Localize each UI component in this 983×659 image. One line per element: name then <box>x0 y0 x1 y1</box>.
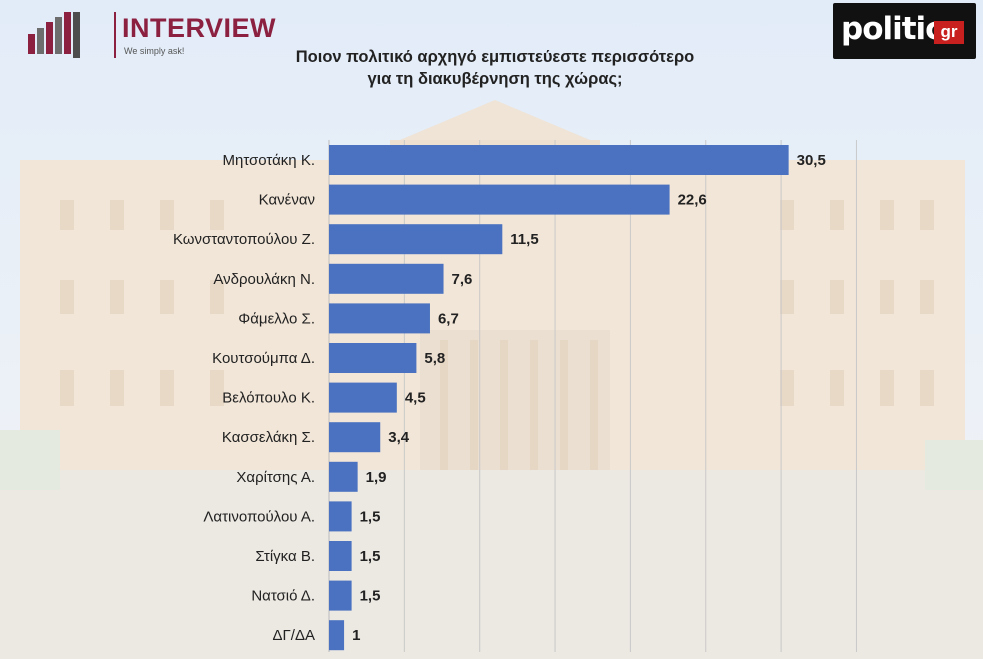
bar <box>329 541 352 571</box>
bar <box>329 382 397 413</box>
value-label: 1,5 <box>360 548 381 565</box>
value-label: 7,6 <box>452 271 473 288</box>
category-labels: Μητσοτάκη Κ. Κανέναν Κωνσταντοπούλου Ζ. Ανδ… <box>173 152 315 644</box>
category-label: Μητσοτάκη Κ. <box>222 152 315 169</box>
interview-divider <box>114 12 116 58</box>
bar <box>329 224 503 255</box>
bar <box>329 461 358 492</box>
bar <box>329 184 670 215</box>
category-label: Νατσιό Δ. <box>251 588 315 605</box>
category-label: Φάμελλο Σ. <box>238 310 315 327</box>
value-label: 30,5 <box>797 152 826 169</box>
bar <box>329 343 417 373</box>
bar <box>329 620 345 651</box>
value-label: 6,7 <box>438 310 459 327</box>
bar <box>329 263 444 294</box>
bar <box>329 422 381 453</box>
value-label: 4,5 <box>405 390 426 407</box>
value-label: 1 <box>352 627 360 644</box>
bar <box>329 580 352 611</box>
bar <box>329 145 789 175</box>
chart-title: Ποιον πολιτικό αρχηγό εμπιστεύεστε περισ… <box>250 46 740 90</box>
interview-logo: INTERVIEW We simply ask! <box>28 10 276 62</box>
value-label: 1,9 <box>366 469 387 486</box>
category-label: Χαρίτσης Α. <box>236 469 315 486</box>
politic-suffix: gr <box>934 21 964 44</box>
category-label: Βελόπουλο Κ. <box>222 390 315 407</box>
bar <box>329 501 352 532</box>
category-label: Λατινοπούλου Α. <box>203 508 315 525</box>
value-label: 1,5 <box>360 588 381 605</box>
politic-brand-name: politic <box>841 11 944 47</box>
bar <box>329 303 430 334</box>
politic-logo: politic gr <box>833 3 976 59</box>
value-label: 1,5 <box>360 508 381 525</box>
category-label: Κανέναν <box>259 192 315 209</box>
chart-title-line-1: Ποιον πολιτικό αρχηγό εμπιστεύεστε περισ… <box>295 48 695 66</box>
value-label: 22,6 <box>678 192 707 209</box>
category-label: Κουτσούμπα Δ. <box>212 350 315 367</box>
interview-tagline: We simply ask! <box>124 46 185 56</box>
category-label: Κασσελάκη Σ. <box>222 429 315 446</box>
category-label: Στίγκα Β. <box>255 548 315 565</box>
value-label: 3,4 <box>388 429 410 446</box>
value-labels: 30,5 22,6 11,5 7,6 6,7 5,8 4,5 3,4 1,9 1,5 1,5 1,5 1 <box>352 152 826 644</box>
chart-title-line-2: για τη διακυβέρνηση της χώρας; <box>367 70 623 88</box>
bars <box>329 145 789 651</box>
interview-bars-icon <box>28 12 80 58</box>
category-label: Ανδρουλάκη Ν. <box>213 271 315 288</box>
value-label: 11,5 <box>510 231 538 248</box>
value-label: 5,8 <box>424 350 445 367</box>
category-label: Κωνσταντοπούλου Ζ. <box>173 231 315 248</box>
category-label: ΔΓ/ΔΑ <box>273 627 315 644</box>
interview-brand-name: INTERVIEW <box>122 13 277 43</box>
